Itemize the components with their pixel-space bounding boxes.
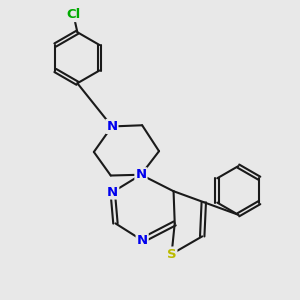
Text: S: S [167,248,176,260]
Text: N: N [135,168,146,181]
Text: N: N [106,120,118,133]
Text: N: N [107,185,118,199]
Text: Cl: Cl [66,8,81,21]
Text: N: N [136,234,148,247]
